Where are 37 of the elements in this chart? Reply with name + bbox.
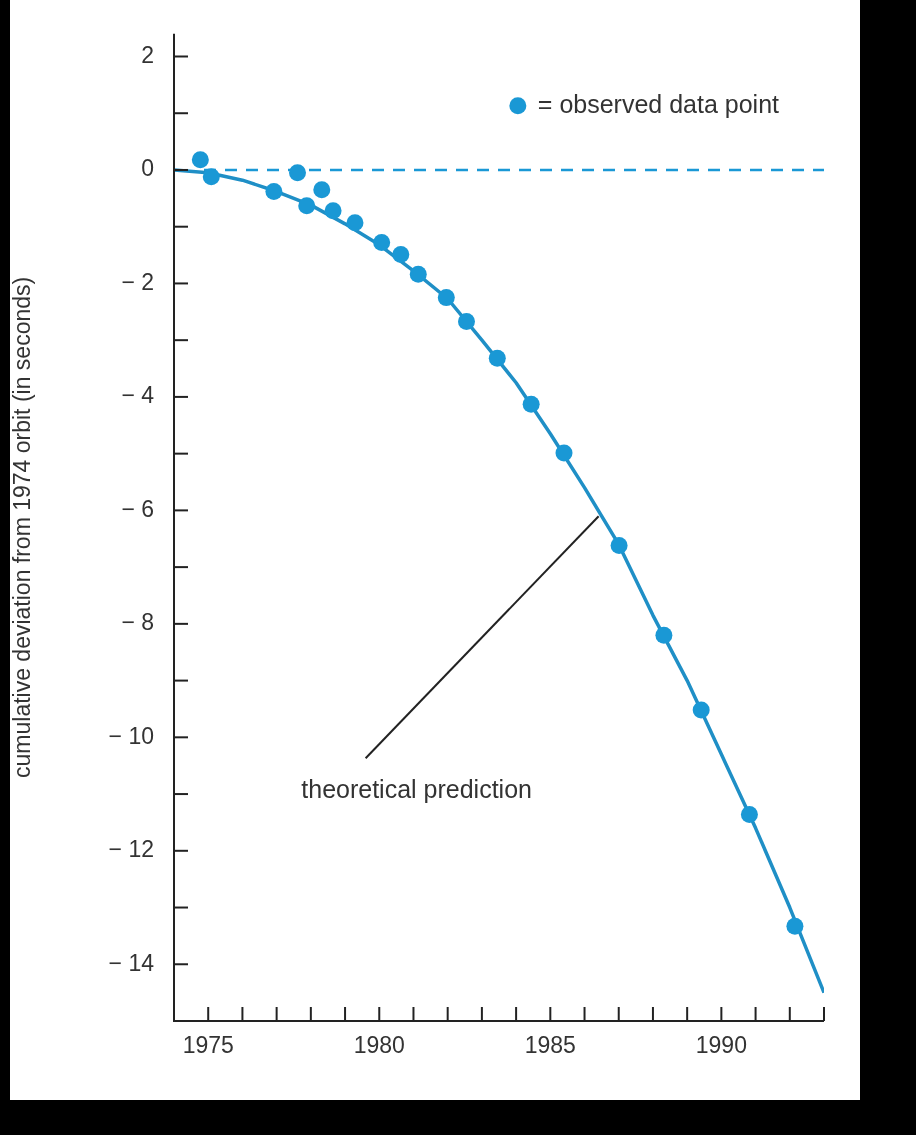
y-axis-title: cumulative deviation from 1974 orbit (in seconds) xyxy=(9,276,36,778)
y-tick-label: − 4 xyxy=(121,382,155,409)
y-tick-label: 2 xyxy=(141,41,154,68)
x-tick-label: 1990 xyxy=(695,1032,747,1059)
point xyxy=(522,395,540,413)
annotation: theoretical prediction xyxy=(301,775,532,804)
y-tick-label: − 2 xyxy=(121,268,154,295)
legend-label: = observed data point xyxy=(537,89,780,118)
point xyxy=(610,537,628,555)
point xyxy=(655,626,673,644)
point xyxy=(437,289,455,307)
point xyxy=(202,168,220,186)
y-tick-label: − 6 xyxy=(121,495,154,522)
x-tick-label: 1985 xyxy=(524,1032,576,1059)
point xyxy=(692,701,710,719)
point xyxy=(555,444,573,462)
y-tick-label: − 10 xyxy=(108,722,154,749)
point xyxy=(265,183,283,201)
point xyxy=(313,181,331,199)
point xyxy=(488,349,506,367)
point xyxy=(786,917,804,935)
point xyxy=(392,246,410,263)
point xyxy=(409,265,427,283)
y-tick-label: 0 xyxy=(141,155,154,182)
point xyxy=(289,164,306,182)
point xyxy=(346,214,364,232)
point xyxy=(324,202,342,220)
y-tick-label: − 12 xyxy=(108,836,154,863)
point xyxy=(740,805,758,823)
x-tick-label: 1975 xyxy=(182,1032,234,1059)
y-tick-label: − 14 xyxy=(108,949,155,976)
point xyxy=(191,151,209,169)
point xyxy=(458,312,475,330)
point xyxy=(373,234,391,252)
point xyxy=(298,197,316,215)
x-tick-label: 1980 xyxy=(353,1032,405,1059)
y-tick-label: − 8 xyxy=(121,609,154,636)
